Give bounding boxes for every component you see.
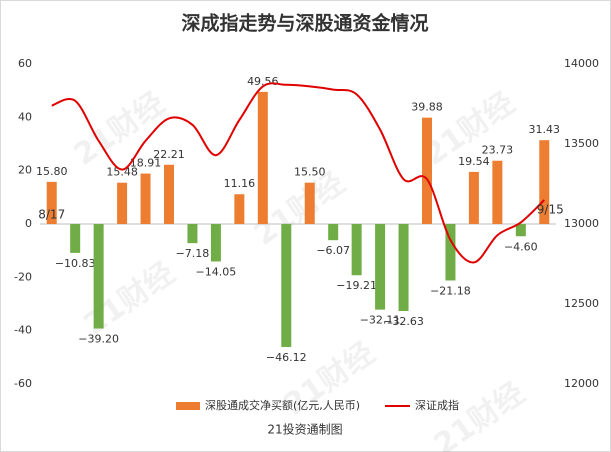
value-label: −21.18 [430,284,471,297]
legend-swatch [176,402,200,410]
value-label: −14.05 [196,265,237,278]
legend-label: 深股通成交净买额(亿元,人民币) [205,398,360,412]
bar [70,224,81,253]
y-tick-label: 60 [18,57,32,70]
footer: 21投资通制图 [267,422,342,437]
bar [210,224,221,262]
value-label: 15.80 [36,165,68,178]
bar [304,182,315,224]
value-label: −10.83 [55,257,96,270]
value-label: −6.07 [316,244,350,257]
bar [375,224,386,310]
y2-tick-label: 12000 [564,377,599,390]
bar [140,173,151,224]
value-label: 11.16 [224,177,256,190]
bar [468,171,479,224]
bar [398,224,409,312]
value-label: 19.54 [458,155,490,168]
bar [492,160,503,224]
bar [187,224,198,244]
value-label: 23.73 [482,144,514,157]
category-label: 9/15 [537,203,564,217]
bar [445,224,456,281]
y2-tick-label: 13500 [564,137,599,150]
y-tick-label: -60 [14,377,32,390]
value-label: 49.56 [247,75,279,88]
line [51,82,545,264]
bar [257,91,268,224]
category-label: 8/17 [38,208,65,222]
bar [117,182,128,224]
value-label: −7.18 [176,247,210,260]
y-tick-label: 0 [25,217,32,230]
value-label: 39.88 [411,101,443,114]
y2-tick-label: 13000 [564,217,599,230]
bar [281,224,292,347]
value-label: −32.63 [383,315,424,328]
bar [234,194,245,224]
bar [539,140,550,224]
value-label: 15.48 [106,166,138,179]
value-label: 22.21 [153,148,185,161]
value-label: −39.20 [78,333,119,346]
value-label: 31.43 [529,123,561,136]
value-label: 18.91 [130,157,162,170]
bar [164,164,174,224]
bar [93,224,104,329]
bar [515,224,526,237]
bar [351,224,362,276]
value-label: 15.50 [294,166,326,179]
bar [46,181,57,224]
y-tick-label: -40 [14,324,32,337]
value-label: −19.21 [336,279,377,292]
value-label: −32.11 [360,314,401,327]
value-label: −4.60 [504,240,538,253]
y-tick-label: 20 [18,164,32,177]
bar [328,224,339,241]
chart-title: 深成指走势与深股通资金情况 [181,12,428,35]
y2-tick-label: 14000 [564,57,599,70]
legend-label: 深证成指 [415,398,459,412]
y-tick-label: 40 [18,110,32,123]
bar [422,117,432,224]
y2-tick-label: 12500 [564,297,599,310]
y-tick-label: -20 [14,270,32,283]
value-label: −46.12 [266,351,307,364]
